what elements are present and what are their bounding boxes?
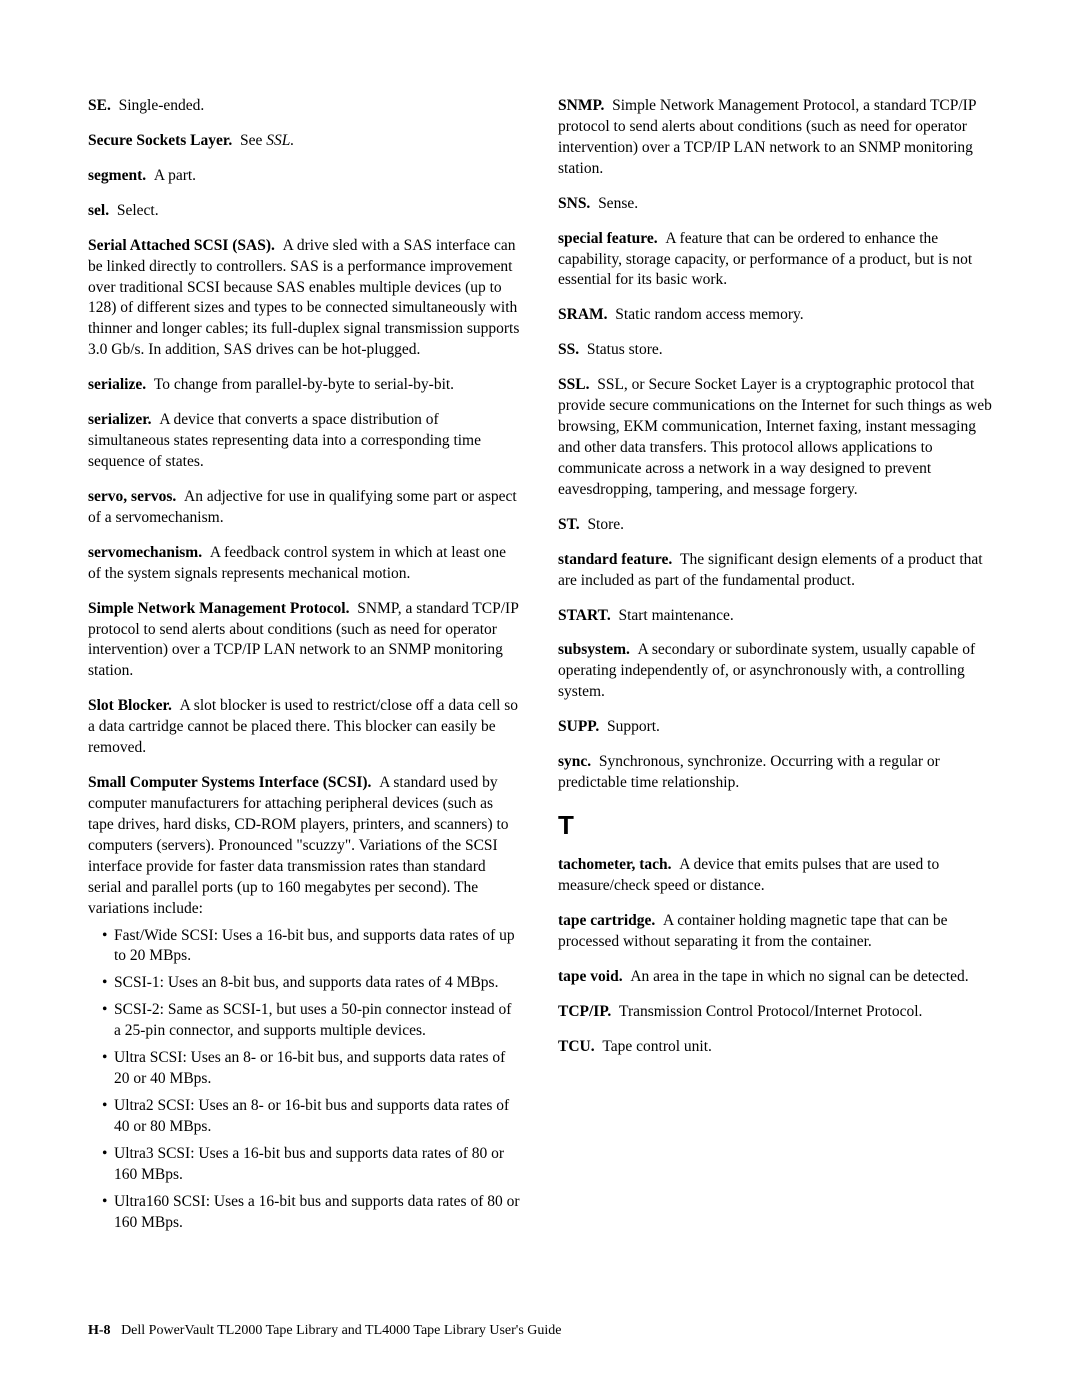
glossary-entry: standard feature. The significant design… [558,550,992,592]
term: START. [558,607,611,624]
term: TCU. [558,1038,595,1055]
glossary-entry: SS. Status store. [558,340,992,361]
definition: SSL, or Secure Socket Layer is a cryptog… [558,376,992,498]
term: SS. [558,341,579,358]
term: Small Computer Systems Interface (SCSI). [88,774,371,791]
glossary-entry: START. Start maintenance. [558,606,992,627]
definition: Store. [587,516,624,533]
glossary-entry: ST. Store. [558,515,992,536]
glossary-entry: serializer. A device that converts a spa… [88,410,522,473]
glossary-entry: segment. A part. [88,166,522,187]
glossary-entry: SE. Single-ended. [88,96,522,117]
section-heading-t: T [558,808,992,843]
glossary-entry: subsystem. A secondary or subordinate sy… [558,640,992,703]
glossary-entry: Secure Sockets Layer. See SSL. [88,131,522,152]
definition: Single-ended. [119,97,205,114]
glossary-entry: Serial Attached SCSI (SAS). A drive sled… [88,236,522,362]
term: SSL. [558,376,589,393]
glossary-entry: Slot Blocker. A slot blocker is used to … [88,696,522,759]
term: Simple Network Management Protocol. [88,600,349,617]
definition: A drive sled with a SAS interface can be… [88,237,519,359]
term: servomechanism. [88,544,202,561]
term: tachometer, tach. [558,856,672,873]
glossary-entry: serialize. To change from parallel-by-by… [88,375,522,396]
scsi-variations-list: Fast/Wide SCSI: Uses a 16-bit bus, and s… [88,926,522,1234]
definition: A part. [154,167,196,184]
glossary-entry: TCU. Tape control unit. [558,1037,992,1058]
see-text: See [240,132,266,149]
term: SUPP. [558,718,599,735]
term: TCP/IP. [558,1003,611,1020]
page-number: H-8 [88,1323,111,1338]
list-item: Ultra3 SCSI: Uses a 16-bit bus and suppo… [102,1144,522,1186]
term: Serial Attached SCSI (SAS). [88,237,275,254]
term: SE. [88,97,111,114]
term: Secure Sockets Layer. [88,132,232,149]
term: serialize. [88,376,146,393]
glossary-entry: Simple Network Management Protocol. SNMP… [88,599,522,683]
list-item: Ultra SCSI: Uses an 8- or 16-bit bus, an… [102,1048,522,1090]
definition: Start maintenance. [618,607,733,624]
glossary-entry: sel. Select. [88,201,522,222]
term: tape cartridge. [558,912,655,929]
glossary-entry: SRAM. Static random access memory. [558,305,992,326]
definition: To change from parallel-by-byte to seria… [154,376,454,393]
doc-title: Dell PowerVault TL2000 Tape Library and … [121,1323,561,1338]
glossary-entry: SNMP. Simple Network Management Protocol… [558,96,992,180]
glossary-entry: TCP/IP. Transmission Control Protocol/In… [558,1002,992,1023]
glossary-columns: SE. Single-ended. Secure Sockets Layer. … [88,96,992,1276]
glossary-entry: servo, servos. An adjective for use in q… [88,487,522,529]
term: SNMP. [558,97,604,114]
glossary-entry: sync. Synchronous, synchronize. Occurrin… [558,752,992,794]
list-item: SCSI-2: Same as SCSI-1, but uses a 50-pi… [102,1000,522,1042]
term: standard feature. [558,551,672,568]
glossary-entry: tape void. An area in the tape in which … [558,967,992,988]
glossary-entry: tape cartridge. A container holding magn… [558,911,992,953]
glossary-entry: SUPP. Support. [558,717,992,738]
term: Slot Blocker. [88,697,172,714]
definition: Static random access memory. [615,306,803,323]
glossary-entry: SSL. SSL, or Secure Socket Layer is a cr… [558,375,992,501]
definition: Sense. [598,195,638,212]
term: subsystem. [558,641,630,658]
definition: An area in the tape in which no signal c… [630,968,968,985]
term: servo, servos. [88,488,176,505]
term: tape void. [558,968,623,985]
term: sync. [558,753,591,770]
glossary-entry: SNS. Sense. [558,194,992,215]
term: serializer. [88,411,152,428]
definition: Synchronous, synchronize. Occurring with… [558,753,940,791]
term: segment. [88,167,146,184]
definition: See SSL. [240,132,294,149]
definition: Status store. [587,341,663,358]
list-item: SCSI-1: Uses an 8-bit bus, and supports … [102,973,522,994]
glossary-entry-with-list: Small Computer Systems Interface (SCSI).… [88,773,522,1233]
definition: Tape control unit. [602,1038,712,1055]
glossary-entry: special feature. A feature that can be o… [558,229,992,292]
definition: A standard used by computer manufacturer… [88,774,509,917]
glossary-entry: servomechanism. A feedback control syste… [88,543,522,585]
definition: Support. [607,718,660,735]
see-ref: SSL. [266,132,294,149]
list-item: Fast/Wide SCSI: Uses a 16-bit bus, and s… [102,926,522,968]
term: sel. [88,202,109,219]
term: ST. [558,516,580,533]
page-footer: H-8 Dell PowerVault TL2000 Tape Library … [88,1322,561,1341]
term: SRAM. [558,306,608,323]
list-item: Ultra2 SCSI: Uses an 8- or 16-bit bus an… [102,1096,522,1138]
definition: Transmission Control Protocol/Internet P… [619,1003,922,1020]
term: SNS. [558,195,590,212]
definition: Select. [117,202,159,219]
definition: Simple Network Management Protocol, a st… [558,97,976,177]
term: special feature. [558,230,658,247]
glossary-entry: tachometer, tach. A device that emits pu… [558,855,992,897]
list-item: Ultra160 SCSI: Uses a 16-bit bus and sup… [102,1192,522,1234]
